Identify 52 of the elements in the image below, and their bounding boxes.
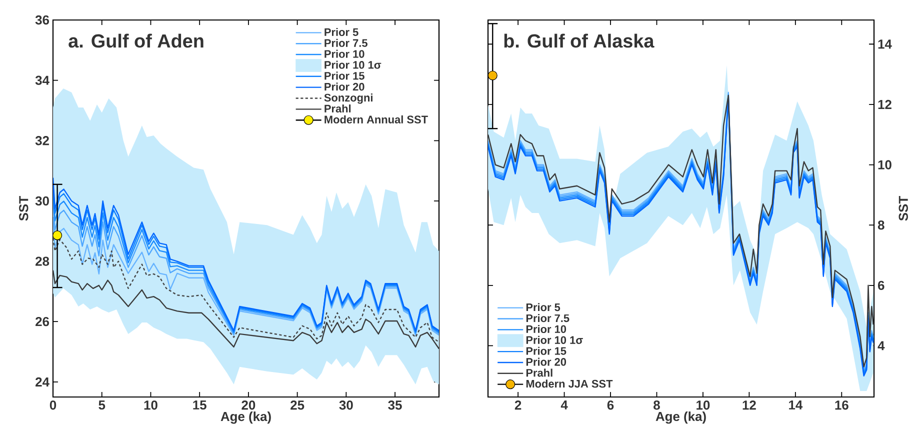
y-tick-label: 30 (35, 196, 49, 206)
y2-tick-label: 8 (878, 220, 884, 230)
x-axis-title: Age (ka) (220, 412, 271, 424)
legend-label: Prior 5 (324, 28, 358, 36)
y2-tick-label: 6 (878, 280, 884, 290)
legend-label: Prahl (324, 104, 351, 113)
legend-label: Prior 10 (526, 324, 566, 334)
x-tick-label: 4 (560, 400, 568, 410)
y-tick-label: 36 (35, 15, 50, 25)
legend-label: Prior 15 (526, 346, 566, 355)
x-tick-label: 0 (50, 400, 56, 410)
y-axis-title: SST (19, 196, 28, 221)
legend-label: Prahl (526, 368, 552, 377)
y-tick-label: 26 (36, 317, 50, 326)
x-tick-label: 2 (514, 400, 522, 410)
y2-axis-title: SST (898, 196, 908, 221)
x-tick-label: 10 (696, 400, 710, 410)
x-tick-label: 15 (193, 400, 206, 410)
x-tick-label: 12 (742, 400, 756, 410)
x-tick-label: 8 (654, 400, 660, 410)
legend-label: Prior 10 1σ (526, 336, 583, 344)
legend-label: Prior 15 (324, 72, 364, 80)
y-tick-label: 28 (36, 256, 50, 266)
x-axis-title: Age (ka) (656, 412, 706, 424)
legend-label: Sonzogni (324, 94, 372, 104)
x-tick-label: 16 (835, 400, 848, 410)
y2-tick-label: 14 (878, 40, 892, 49)
legend-label: Modern Annual SST (324, 115, 428, 124)
text: a. Gulf of Aden (68, 34, 204, 48)
x-tick-label: 6 (607, 400, 614, 410)
legend-label: Prior 5 (526, 303, 560, 312)
legend-label: Prior 7.5 (324, 38, 368, 47)
y2-tick-label: 4 (878, 341, 885, 350)
x-tick-label: 30 (339, 400, 353, 410)
y2-tick-label: 10 (878, 160, 892, 170)
x-tick-label: 25 (290, 400, 304, 410)
x-tick-label: 5 (98, 400, 106, 410)
legend-label: Modern JJA SST (526, 380, 613, 388)
legend-label: Prior 7.5 (526, 314, 570, 322)
y-tick-label: 32 (35, 136, 49, 146)
y2-tick-label: 12 (878, 100, 892, 109)
x-tick-label: 35 (388, 400, 402, 410)
y-tick-label: 24 (36, 377, 50, 386)
text: b. Gulf of Alaska (504, 34, 654, 48)
x-tick-label: 20 (242, 400, 256, 410)
legend-label: Prior 10 (324, 50, 364, 58)
legend-label: Prior 10 1σ (324, 60, 382, 69)
legend-label: Prior 20 (526, 358, 566, 366)
x-tick-label: 10 (144, 400, 158, 410)
y-tick-label: 34 (35, 76, 50, 85)
legend-label: Prior 20 (324, 82, 364, 91)
x-tick-label: 14 (789, 400, 803, 410)
